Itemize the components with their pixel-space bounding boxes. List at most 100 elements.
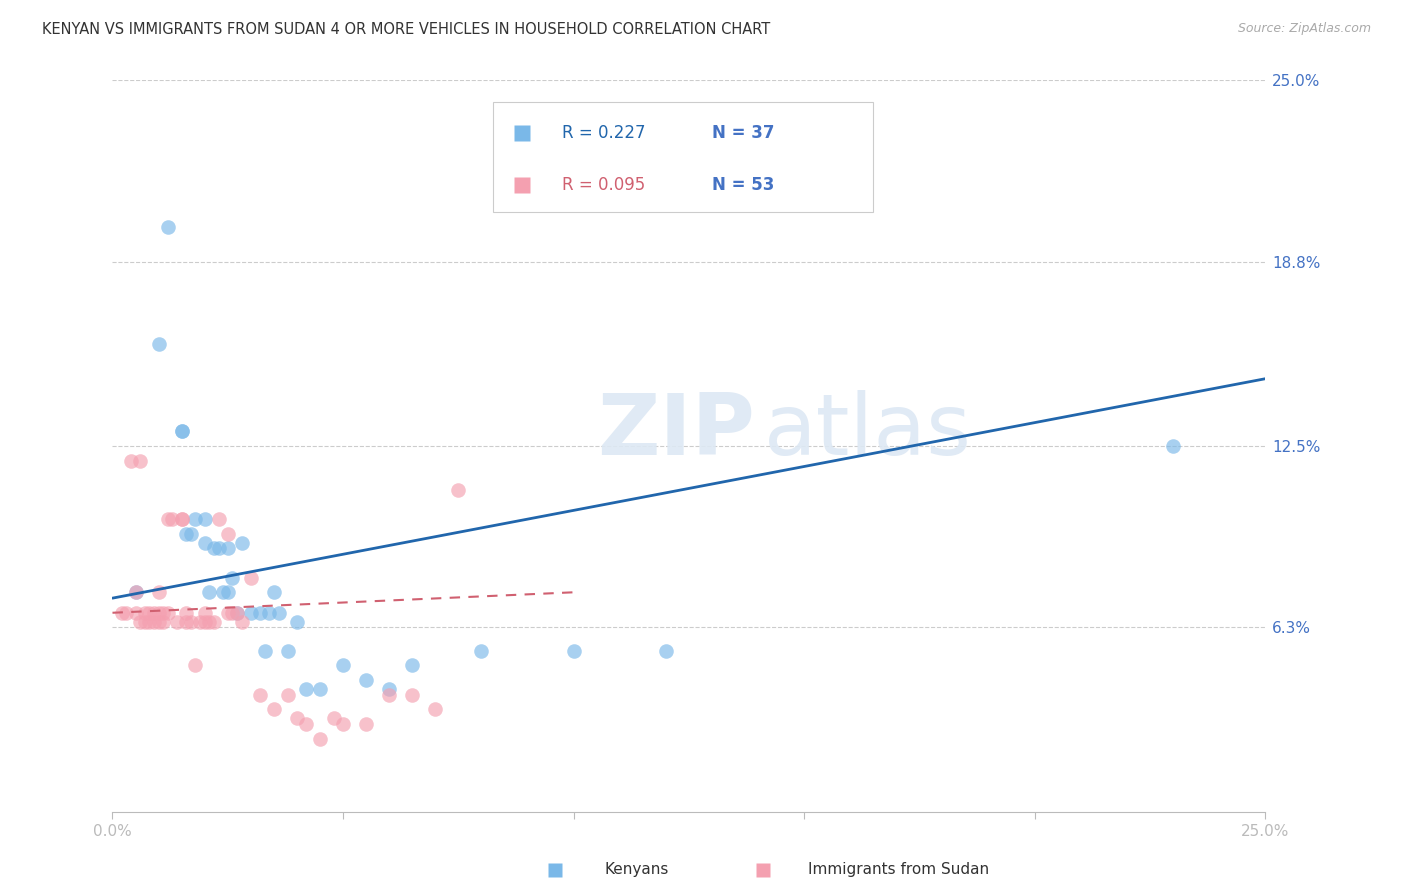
Point (129, 615, 152, 629)
Text: Source: ZipAtlas.com: Source: ZipAtlas.com (1237, 22, 1371, 36)
Point (425, 702, 447, 716)
Point (170, 425, 193, 439)
Point (226, 606, 249, 620)
Point (138, 615, 160, 629)
Point (124, 585, 146, 599)
Text: Kenyans: Kenyans (605, 863, 669, 877)
Point (277, 688, 299, 702)
Point (226, 606, 249, 620)
Point (249, 606, 271, 620)
Text: N = 53: N = 53 (711, 176, 775, 194)
Point (138, 606, 160, 620)
Point (221, 571, 243, 585)
Point (207, 541, 229, 556)
Point (263, 702, 285, 716)
Point (170, 512, 193, 526)
Point (184, 512, 207, 526)
Point (134, 606, 156, 620)
Point (231, 535, 253, 549)
Point (217, 585, 239, 599)
Point (166, 615, 188, 629)
Point (170, 512, 193, 526)
Point (170, 425, 193, 439)
Point (202, 541, 225, 556)
Text: R = 0.227: R = 0.227 (562, 124, 645, 142)
Point (174, 615, 197, 629)
Point (253, 644, 276, 658)
FancyBboxPatch shape (494, 103, 873, 212)
Point (655, 644, 678, 658)
Point (194, 535, 217, 549)
Point (156, 512, 179, 526)
Point (124, 606, 146, 620)
Point (148, 585, 170, 599)
Point (217, 526, 239, 541)
Point (143, 615, 166, 629)
Text: N = 37: N = 37 (711, 124, 775, 142)
Point (378, 681, 401, 696)
Point (115, 606, 138, 620)
Point (152, 615, 174, 629)
Point (332, 717, 354, 731)
Point (401, 658, 423, 673)
Point (111, 606, 134, 620)
Point (401, 688, 423, 702)
Point (143, 606, 166, 620)
Point (217, 606, 239, 620)
Point (322, 711, 344, 725)
Point (285, 711, 308, 725)
Point (202, 615, 225, 629)
Point (207, 512, 229, 526)
Point (295, 681, 318, 696)
Point (194, 606, 217, 620)
Point (263, 585, 285, 599)
Point (1161, 439, 1184, 453)
Point (354, 673, 377, 687)
Point (378, 688, 401, 702)
Point (470, 644, 492, 658)
Text: atlas: atlas (763, 390, 972, 473)
Point (184, 658, 207, 673)
Point (295, 717, 318, 731)
Point (148, 606, 170, 620)
Point (285, 615, 308, 629)
Point (332, 658, 354, 673)
Point (174, 526, 197, 541)
Point (239, 571, 262, 585)
Text: Immigrants from Sudan: Immigrants from Sudan (808, 863, 990, 877)
Point (239, 606, 262, 620)
Point (120, 453, 142, 467)
Point (134, 615, 156, 629)
Point (198, 615, 221, 629)
Point (156, 219, 179, 234)
Point (180, 526, 202, 541)
Point (309, 731, 332, 746)
Point (162, 512, 184, 526)
Point (148, 336, 170, 351)
Text: R = 0.095: R = 0.095 (562, 176, 645, 194)
Point (129, 453, 152, 467)
Point (231, 615, 253, 629)
Point (221, 606, 243, 620)
Point (148, 615, 170, 629)
Point (354, 717, 377, 731)
Point (259, 606, 281, 620)
Text: ZIP: ZIP (596, 390, 755, 473)
Text: KENYAN VS IMMIGRANTS FROM SUDAN 4 OR MORE VEHICLES IN HOUSEHOLD CORRELATION CHAR: KENYAN VS IMMIGRANTS FROM SUDAN 4 OR MOR… (42, 22, 770, 37)
Point (152, 606, 174, 620)
Point (174, 606, 197, 620)
Point (198, 585, 221, 599)
Point (447, 483, 470, 497)
Point (249, 688, 271, 702)
Point (194, 512, 217, 526)
Point (562, 644, 585, 658)
Point (309, 681, 332, 696)
Point (124, 585, 146, 599)
Point (277, 644, 299, 658)
Point (212, 585, 235, 599)
Point (194, 615, 217, 629)
Point (188, 615, 211, 629)
Point (267, 606, 290, 620)
Point (180, 615, 202, 629)
Point (217, 541, 239, 556)
